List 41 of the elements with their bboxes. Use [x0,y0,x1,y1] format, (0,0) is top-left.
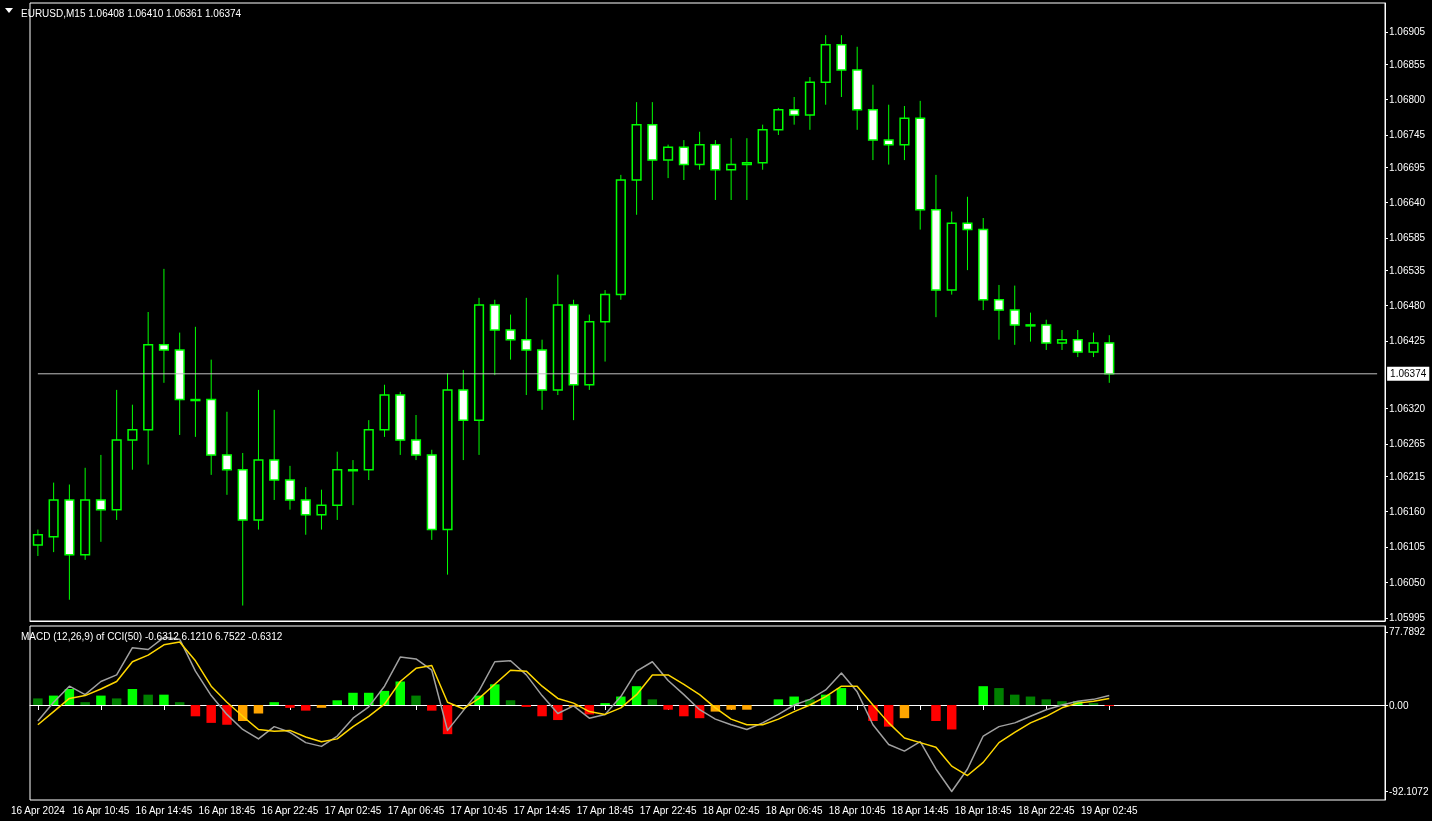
x-tick-label: 17 Apr 10:45 [450,804,508,816]
y-tick-label: 1.06480 [1389,300,1426,312]
y-tick-label: -92.1072 [1389,786,1429,798]
y-tick-label: 1.06745 [1389,129,1426,141]
y-tick-label: 1.06105 [1389,541,1426,553]
x-tick-label: 18 Apr 22:45 [1017,804,1076,816]
x-tick-label: 16 Apr 14:45 [135,804,193,816]
x-tick-label: 17 Apr 02:45 [324,804,382,816]
y-tick-label: 1.06640 [1389,197,1426,209]
x-tick-label: 17 Apr 18:45 [576,804,634,816]
y-tick-label: 1.06535 [1389,264,1426,276]
y-tick-label: 0.00 [1389,699,1409,711]
x-tick-label: 17 Apr 22:45 [639,804,697,816]
y-tick-label: 1.06855 [1389,58,1426,70]
x-tick-label: 16 Apr 18:45 [198,804,256,816]
x-tick-label: 18 Apr 10:45 [828,804,886,816]
x-tick-label: 16 Apr 22:45 [261,804,319,816]
x-tick-label: 17 Apr 06:45 [387,804,445,816]
y-tick-label: 1.06160 [1389,506,1426,518]
y-tick-label: 1.05995 [1389,612,1426,624]
x-tick-label: 18 Apr 14:45 [891,804,949,816]
y-tick-label: 1.06320 [1389,403,1426,415]
chart-title: EURUSD,M15 1.06408 1.06410 1.06361 1.06374 [21,7,242,19]
chart-title: MACD (12,26,9) of CCI(50) -0.6312 6.1210 6.7522 -0.6312 [21,630,283,642]
y-tick-label: 77.7892 [1389,626,1426,638]
x-tick-label: 19 Apr 02:45 [1080,804,1139,816]
x-tick-label: 18 Apr 02:45 [702,804,760,816]
x-tick-label: 16 Apr 2024 [10,804,66,816]
y-tick-label: 1.06585 [1389,232,1426,244]
y-tick-label: 1.06425 [1389,335,1426,347]
y-tick-label: 1.06215 [1389,470,1426,482]
y-tick-label: 1.06905 [1389,26,1426,38]
x-tick-label: 18 Apr 18:45 [954,804,1013,816]
y-tick-label: 1.06695 [1389,161,1426,173]
ref-line-label: 1.06374 [1390,368,1427,380]
x-tick-label: 18 Apr 06:45 [765,804,823,816]
y-tick-label: 1.06050 [1389,576,1426,588]
x-tick-label: 16 Apr 10:45 [72,804,130,816]
x-tick-label: 17 Apr 14:45 [513,804,571,816]
y-tick-label: 1.06265 [1389,438,1426,450]
y-tick-label: 1.06800 [1389,94,1426,106]
